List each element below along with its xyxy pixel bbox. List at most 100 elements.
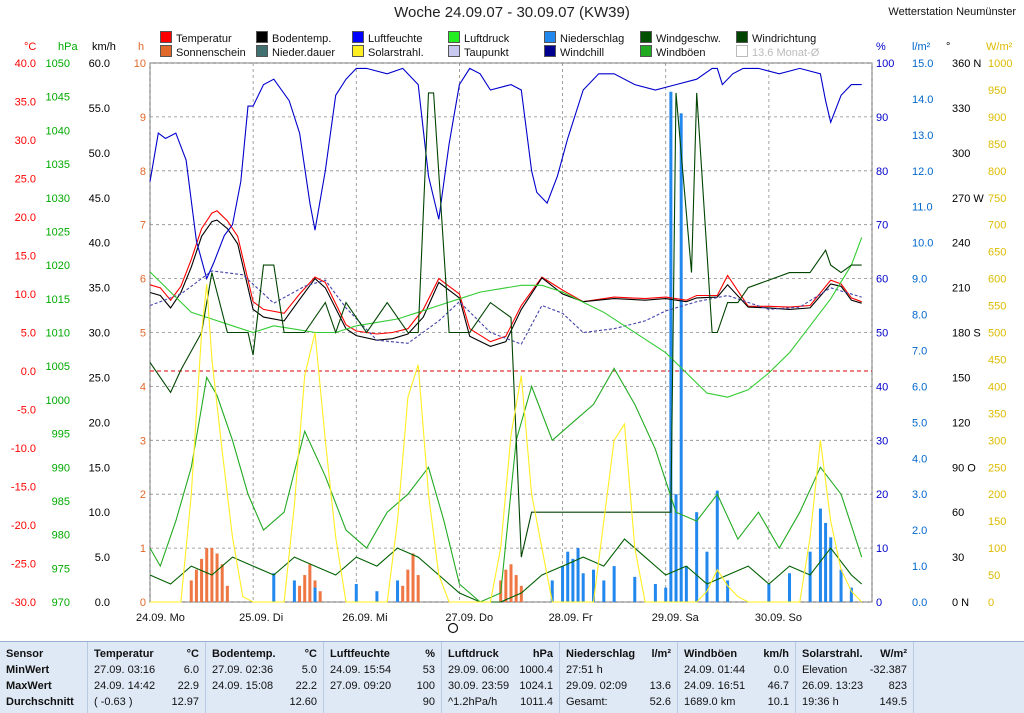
axis-tick-label: 990 xyxy=(52,462,70,474)
stats-column: Sensor MinWert MaxWert Durchschnitt xyxy=(0,642,88,713)
axis-tick-label: 1005 xyxy=(46,361,70,373)
axis-tick-label: 10 xyxy=(134,58,146,70)
stats-row: Elevation -32.387 xyxy=(796,662,913,678)
axis-unit: h xyxy=(138,41,144,53)
stats-label: Niederschlag xyxy=(566,648,636,660)
legend-swatch xyxy=(736,31,748,43)
legend-swatch xyxy=(160,31,172,43)
axis-tick-label: 100 xyxy=(876,58,894,70)
stats-label: 24.09. 16:51 xyxy=(684,680,746,692)
axis-tick-label: 8 xyxy=(140,166,146,178)
axis-tick-label: 1035 xyxy=(46,159,70,171)
stats-label: Luftfeuchte xyxy=(330,648,390,660)
axis-tick-label: 150 xyxy=(988,516,1006,528)
axis-tick-label: 975 xyxy=(52,563,70,575)
stats-row: 26.09. 13:23 823 xyxy=(796,678,913,694)
stats-row: 27.09. 02:36 5.0 xyxy=(206,662,323,678)
axis-tick-label: 0.0 xyxy=(95,597,110,609)
stats-header: Solarstrahl. W/m² xyxy=(796,646,913,662)
axis-tick-label: 3 xyxy=(140,435,146,447)
stats-row: 29.09. 06:00 1000.4 xyxy=(442,662,559,678)
legend-swatch xyxy=(160,45,172,57)
stats-row: 24.09. 15:08 22.2 xyxy=(206,678,323,694)
axis-tick-label: 60 xyxy=(952,507,964,519)
axis-tick-label: 9.0 xyxy=(912,274,927,286)
bar-niederschlag xyxy=(653,584,657,602)
legend-item: Nieder.dauer xyxy=(256,45,335,59)
stats-label: Durchschnitt xyxy=(6,696,74,708)
stats-column: Luftfeuchte% 24.09. 15:54 53 27.09. 09:20 10… xyxy=(324,642,442,713)
axis-unit: hPa xyxy=(58,41,78,53)
stats-row: Gesamt: 52.6 xyxy=(560,694,677,710)
stats-row: ^1.2hPa/h 1011.4 xyxy=(442,694,559,710)
stats-column: Bodentemp. °C 27.09. 02:36 5.0 24.09. 15:08 2… xyxy=(206,642,324,713)
stats-value: l/m² xyxy=(651,648,671,660)
stats-value: 5.0 xyxy=(301,664,317,676)
legend-swatch xyxy=(352,45,364,57)
axis-tick-label: 1045 xyxy=(46,92,70,104)
stats-row: 24.09. 16:51 46.7 xyxy=(678,678,795,694)
series-line-windrichtung xyxy=(149,92,862,558)
axis-tick-label: 700 xyxy=(988,220,1006,232)
axis-tick-label: -30.0 xyxy=(11,597,36,609)
legend-swatch xyxy=(448,45,460,57)
bar-sonnenschein xyxy=(200,558,204,602)
axis-tick-label: 30 xyxy=(876,435,888,447)
stats-label: MaxWert xyxy=(6,680,52,692)
stats-label: Gesamt: xyxy=(566,696,608,708)
bar-sonnenschein xyxy=(225,585,229,602)
axis-tick-label: 40 xyxy=(876,381,888,393)
bar-niederschlag xyxy=(839,569,843,602)
axis-unit: ° xyxy=(946,41,950,53)
bar-niederschlag xyxy=(612,566,616,602)
bar-sonnenschein xyxy=(411,553,415,602)
axis-tick-label: 15.0 xyxy=(89,462,110,474)
bar-niederschlag xyxy=(818,508,822,602)
legend-item: 13.6 Monat-Ø xyxy=(736,45,819,59)
stats-row: 24.09. 15:54 53 xyxy=(324,662,441,678)
bar-niederschlag xyxy=(829,537,833,602)
stats-row: MinWert xyxy=(0,662,87,678)
stats-label: 27.09. 02:36 xyxy=(212,664,274,676)
bar-niederschlag xyxy=(576,548,580,602)
bar-niederschlag xyxy=(272,573,276,602)
stats-label: Sensor xyxy=(6,648,44,660)
axis-tick-label: 5.0 xyxy=(912,417,927,429)
axis-tick-label: 120 xyxy=(952,417,970,429)
bar-sonnenschein xyxy=(303,575,307,602)
bar-niederschlag xyxy=(375,591,379,602)
stats-row: 1689.0 km 10.1 xyxy=(678,694,795,710)
axis-unit: W/m² xyxy=(986,41,1013,53)
axis-tick-label: 0.0 xyxy=(21,366,36,378)
stats-label: Solarstrahl. xyxy=(802,648,863,660)
bar-niederschlag xyxy=(561,566,565,602)
axis-tick-label: 300 xyxy=(952,148,970,160)
axis-tick-label: 1015 xyxy=(46,294,70,306)
bar-niederschlag xyxy=(669,91,673,602)
axis-tick-label: 1.0 xyxy=(912,561,927,573)
bar-sonnenschein xyxy=(194,569,198,602)
legend-label: Windgeschw. xyxy=(656,33,721,45)
stats-value: 6.0 xyxy=(183,664,199,676)
axis-tick-label: 1030 xyxy=(46,193,70,205)
axis-tick-label: 200 xyxy=(988,489,1006,501)
axis-tick-label: 360 N xyxy=(952,58,981,70)
axis-tick-label: -25.0 xyxy=(11,559,36,571)
bar-sonnenschein xyxy=(220,564,224,602)
stats-header: Niederschlag l/m² xyxy=(560,646,677,662)
series-line-solarstrahl xyxy=(150,283,863,603)
axis-tick-label: 1050 xyxy=(46,58,70,70)
axis-tick-label: 90 O xyxy=(952,462,976,474)
stats-header: Sensor xyxy=(0,646,87,662)
stats-row: 24.09. 01:44 0.0 xyxy=(678,662,795,678)
axis-unit: % xyxy=(876,41,886,53)
axis-tick-label: 3.0 xyxy=(912,489,927,501)
bar-niederschlag xyxy=(705,551,709,602)
axis-tick-label: 70 xyxy=(876,220,888,232)
axis-tick-label: 1040 xyxy=(46,125,70,137)
axis-tick-label: 60 xyxy=(876,274,888,286)
axis-tick-label: 0 xyxy=(988,597,994,609)
legend-item: Windrichtung xyxy=(736,31,816,45)
legend-swatch xyxy=(256,31,268,43)
axis-tick-label: 40.0 xyxy=(15,58,36,70)
